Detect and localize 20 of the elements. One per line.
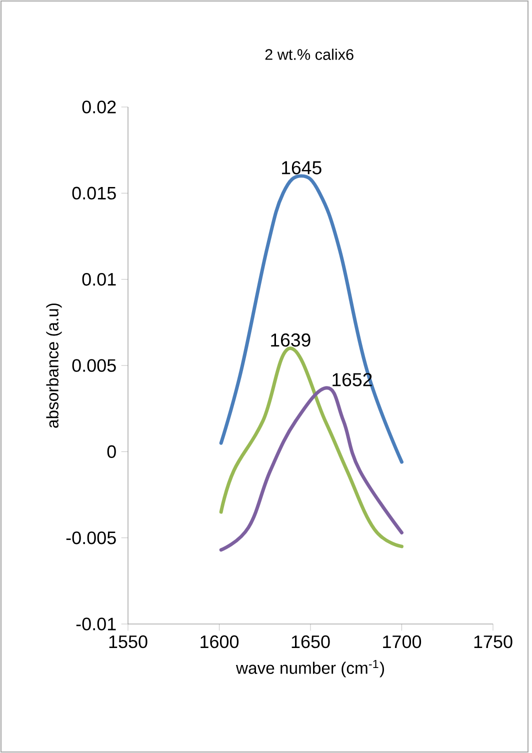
line-series (219, 386, 404, 552)
x-tick-label: 1700 (383, 635, 422, 648)
line-series (219, 174, 404, 464)
x-tick-label: 1750 (474, 635, 512, 648)
y-tick-label: 0.015 (72, 186, 116, 200)
chart-title: 2 wt.% calix6 (265, 48, 354, 60)
y-tick-label: 0.02 (82, 100, 116, 114)
y-axis-title: absorbance (a.u) (46, 304, 62, 428)
annotation: 1639 (271, 333, 310, 347)
y-tick-label: 0.01 (82, 272, 116, 286)
y-tick-label: -0.01 (76, 618, 116, 630)
x-tick-label: 1550 (109, 635, 148, 648)
y-tick-label: 0.005 (72, 359, 116, 372)
y-tick-label: -0.005 (66, 531, 116, 544)
y-tick-label: 0 (107, 445, 116, 458)
x-tick-label: 1650 (292, 635, 330, 648)
annotation: 1645 (282, 161, 322, 174)
x-tick-label: 1600 (200, 635, 239, 648)
line-series (219, 346, 404, 548)
x-axis-title: wave number (cm$^{-1}$) (236, 660, 384, 678)
